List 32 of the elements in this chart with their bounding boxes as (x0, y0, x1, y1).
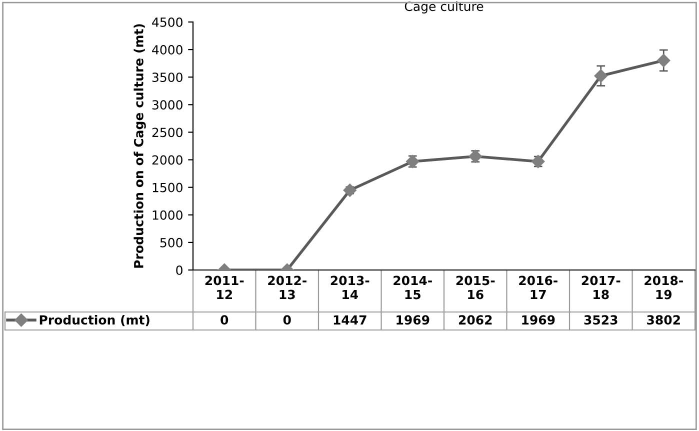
data-label: 1447 (334, 315, 366, 324)
y-tick-label: 4000 (152, 45, 182, 54)
y-axis-title: Production on of Cage culture (mt) (134, 24, 146, 268)
data-label: 0 (283, 315, 291, 325)
y-tick-label: 0 (176, 265, 182, 275)
x-tick-label: 2016-17 (519, 276, 558, 300)
x-tick-label: 2012-13 (268, 276, 306, 300)
data-label: 3523 (584, 315, 618, 325)
data-label: 1969 (522, 315, 555, 325)
data-label: 2062 (458, 315, 492, 325)
x-tick-label: 2017-18 (582, 276, 620, 300)
y-tick-label: 4500 (152, 17, 182, 27)
y-tick-label: 3000 (152, 100, 182, 110)
legend-label: Production (mt) (40, 314, 150, 326)
x-tick-label: 2011-12 (205, 276, 244, 300)
data-label: 0 (220, 315, 228, 325)
y-tick-label: 1000 (152, 210, 182, 220)
y-tick-label: 2500 (152, 128, 182, 138)
y-tick-label: 1500 (152, 182, 182, 192)
data-label: 3802 (647, 315, 680, 325)
point (343, 184, 356, 197)
x-tick-label: 2018-19 (644, 276, 683, 300)
x-tick-label: 2013-14 (330, 276, 370, 300)
point (657, 54, 670, 68)
y-tick-label: 2000 (152, 155, 182, 165)
data-label: 1969 (396, 315, 430, 325)
x-tick-label: 2014-15 (394, 276, 432, 300)
chart-title: Cage culture (404, 1, 484, 14)
y-tick-label: 500 (160, 238, 182, 248)
point (594, 69, 608, 82)
x-tick-label: 2015-16 (456, 276, 495, 300)
y-tick-label: 3500 (152, 72, 182, 82)
